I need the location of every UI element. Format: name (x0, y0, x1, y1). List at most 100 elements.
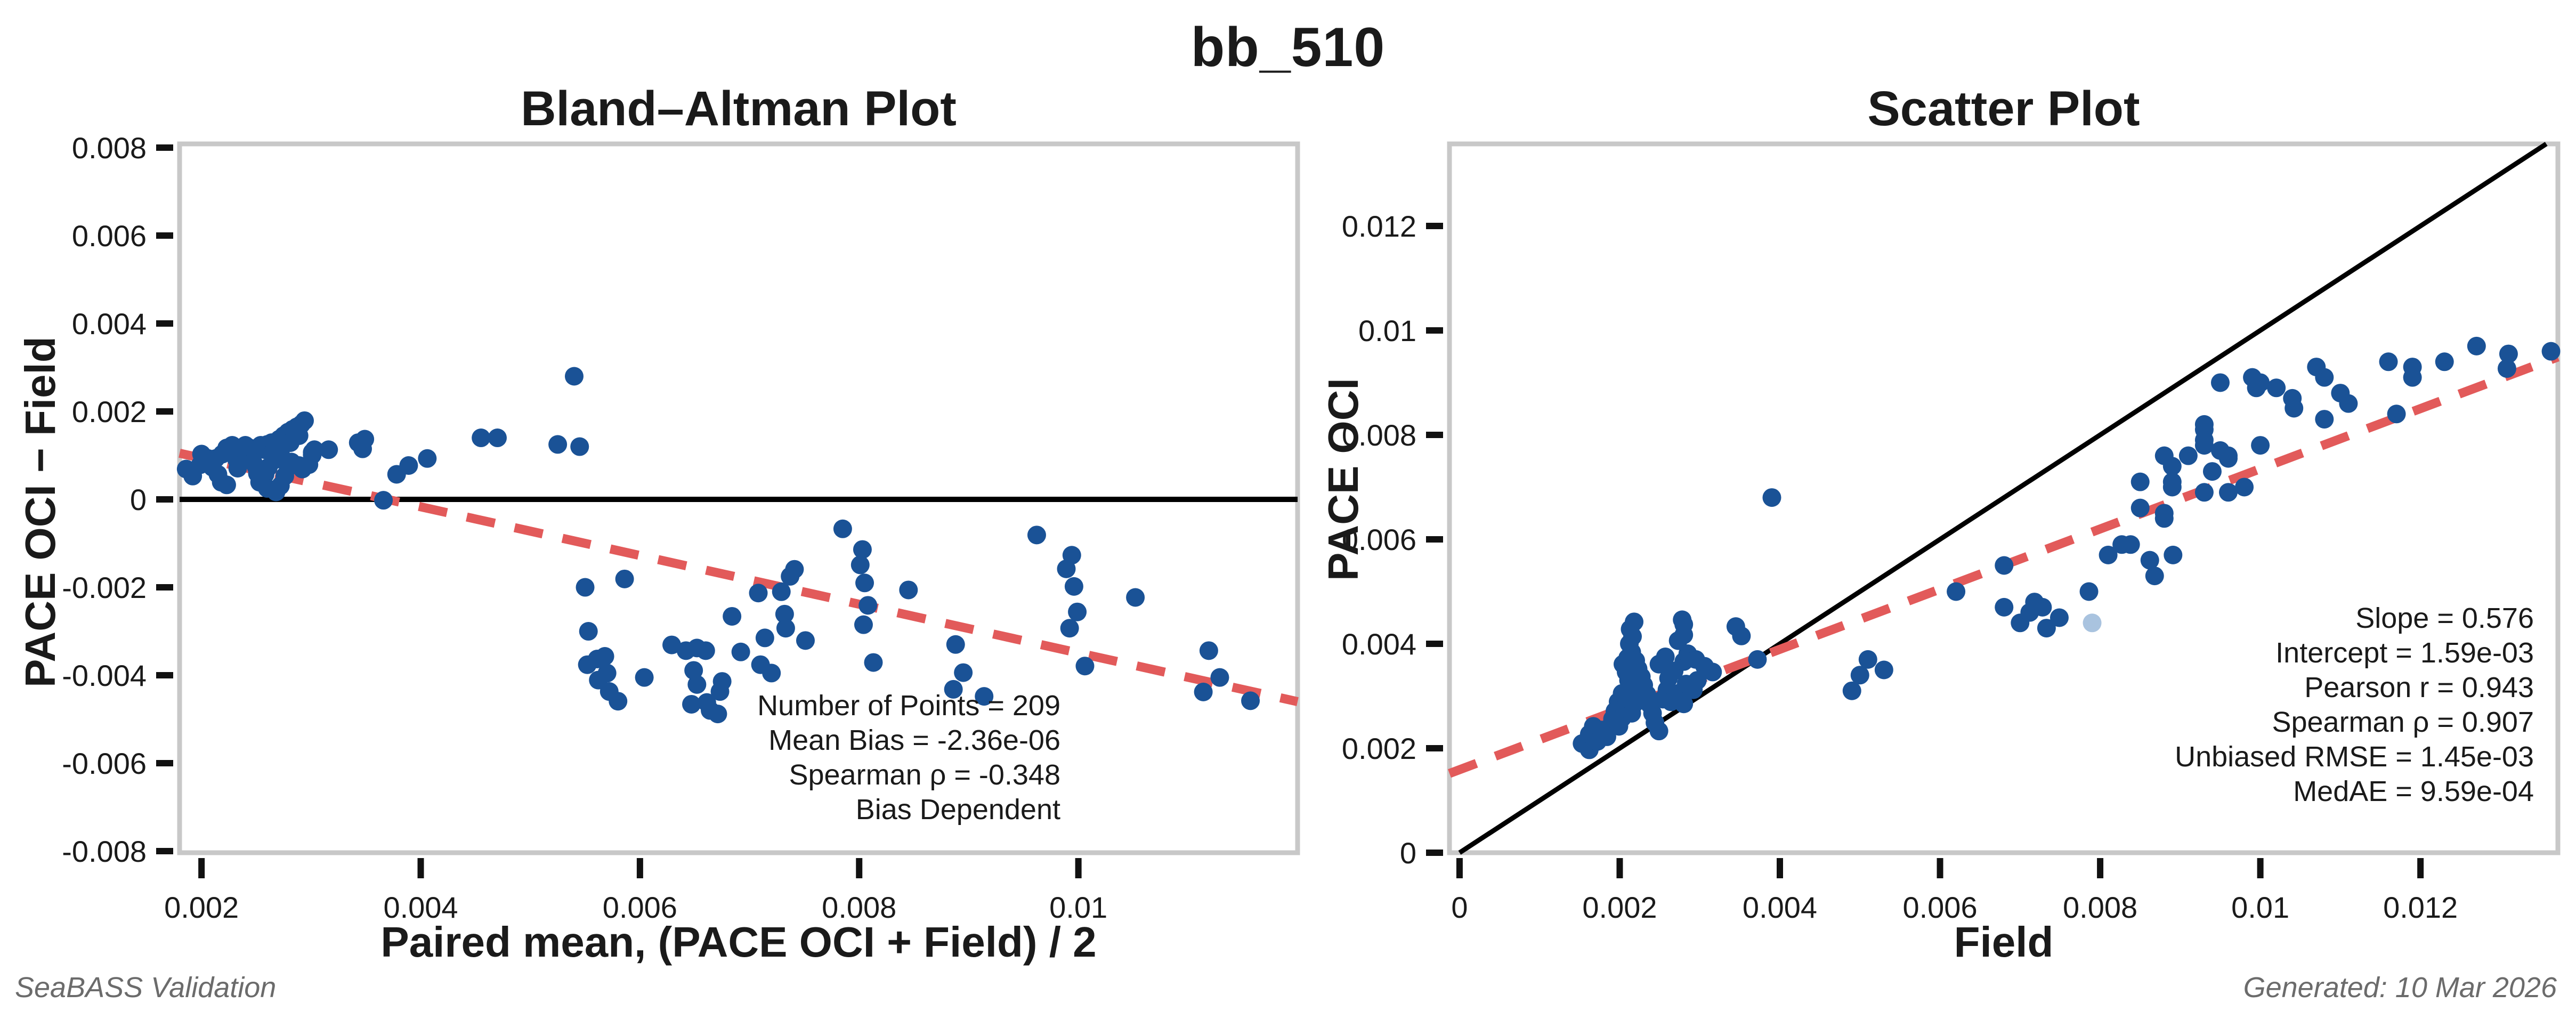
data-point (1947, 582, 1966, 601)
x-tick-label: 0.008 (822, 891, 896, 924)
data-point (1674, 694, 1694, 714)
data-point (1858, 650, 1877, 669)
data-point (2037, 619, 2056, 638)
data-point (1625, 694, 1644, 714)
data-point (1874, 660, 1893, 680)
data-point (2162, 457, 2182, 476)
data-point (564, 367, 584, 386)
scatter-stats-block: Slope = 0.576 Intercept = 1.59e-03 Pearson… (1841, 601, 2534, 809)
x-tick-label: 0 (1451, 891, 1468, 924)
data-point (2178, 446, 2198, 465)
data-point (399, 456, 418, 475)
data-point (615, 569, 634, 588)
data-point (570, 437, 589, 456)
data-point (2467, 336, 2486, 355)
data-point (1850, 666, 1869, 685)
data-point (472, 428, 491, 448)
data-point (854, 615, 873, 634)
data-point (1625, 612, 1644, 632)
data-point (723, 606, 742, 626)
stats-line: Slope = 0.576 (2355, 602, 2534, 634)
data-point (1126, 588, 1145, 607)
data-point (708, 705, 727, 724)
y-tick-label: 0.004 (72, 307, 147, 341)
stats-line: Spearman ρ = -0.348 (789, 759, 1060, 791)
data-point (850, 555, 870, 575)
data-point (2099, 545, 2118, 564)
data-point (548, 435, 568, 454)
identity-line (1458, 142, 2548, 855)
data-point (855, 573, 874, 593)
data-point (2210, 373, 2230, 392)
bland-altman-y-axis-label: PACE OCI − Field (17, 336, 64, 688)
data-point (1674, 615, 1694, 634)
bland-altman-plot-title: Bland–Altman Plot (521, 82, 957, 136)
data-point (2079, 582, 2099, 601)
data-point (353, 439, 372, 458)
data-point (684, 661, 703, 680)
x-tick-label: 0.008 (2063, 891, 2137, 924)
data-point (2050, 608, 2069, 627)
data-point (833, 519, 852, 538)
data-point (2164, 545, 2183, 564)
data-point (2194, 436, 2214, 455)
y-tick-label: 0.006 (72, 219, 147, 253)
data-point (776, 619, 795, 638)
data-point (762, 664, 781, 683)
data-point (899, 580, 918, 600)
data-point (2541, 342, 2561, 361)
data-point (1842, 681, 1861, 700)
data-point (295, 411, 314, 430)
y-tick-label: 0.008 (1342, 418, 1416, 452)
data-point (2219, 483, 2238, 502)
data-point (2497, 359, 2516, 378)
scatter-y-axis-label: PACE OCI (1319, 378, 1367, 581)
stats-line: MedAE = 9.59e-04 (2293, 775, 2534, 807)
data-point (1762, 488, 1781, 507)
data-point (1656, 647, 1675, 666)
data-point (1060, 619, 1079, 638)
stats-line: Unbiased RMSE = 1.45e-03 (2175, 741, 2534, 773)
data-point (1732, 626, 1751, 645)
data-point (1199, 641, 1218, 660)
stats-line: Mean Bias = -2.36e-06 (768, 724, 1060, 756)
data-point (2194, 483, 2214, 502)
x-tick-label: 0.01 (1049, 891, 1107, 924)
data-point (662, 635, 682, 654)
data-point (1057, 559, 1076, 578)
data-point (2121, 535, 2140, 554)
data-point (303, 443, 322, 462)
data-point (597, 664, 617, 683)
data-point (2315, 368, 2334, 387)
y-tick-label: -0.002 (62, 571, 147, 604)
data-point (2140, 551, 2159, 570)
bland-altman-stats-block: Number of Points = 209 Mean Bias = -2.36e… (528, 689, 1060, 827)
data-point (1075, 657, 1095, 676)
trend-line (179, 449, 1299, 706)
data-point (1241, 691, 1260, 710)
figure-title: bb_510 (1190, 17, 1386, 78)
x-tick-label: 0.006 (603, 891, 677, 924)
data-point (712, 672, 732, 691)
data-point (2154, 504, 2174, 523)
data-point (2315, 410, 2334, 429)
x-tick-label: 0.006 (1902, 891, 1977, 924)
x-tick-label: 0.004 (1743, 891, 1817, 924)
data-point (228, 458, 247, 478)
data-point (488, 428, 507, 448)
data-point (1688, 671, 1707, 690)
stats-line: Pearson r = 0.943 (2304, 672, 2534, 703)
data-point (1194, 682, 1213, 701)
y-tick-label: -0.008 (62, 835, 147, 868)
data-point (418, 449, 437, 468)
data-point (579, 622, 598, 641)
x-tick-label: 0.004 (383, 891, 458, 924)
data-point (2131, 472, 2150, 491)
plot-frame (1447, 141, 2561, 855)
data-point (217, 475, 236, 495)
data-point (2285, 399, 2304, 418)
data-point (2219, 449, 2238, 468)
data-point (609, 692, 628, 711)
data-point (853, 540, 872, 559)
